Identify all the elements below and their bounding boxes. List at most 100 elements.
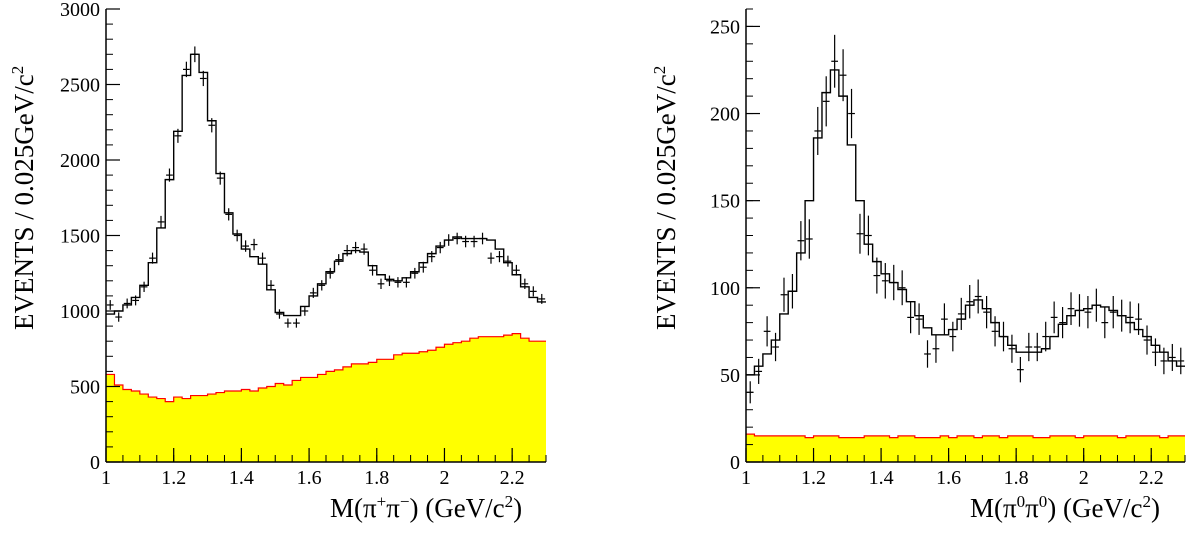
- data-point: [780, 277, 788, 312]
- data-point: [797, 221, 805, 261]
- x-tick-label: 1: [101, 467, 111, 489]
- data-point: [1008, 334, 1016, 363]
- data-point: [301, 306, 309, 316]
- data-point: [242, 240, 249, 252]
- data-point: [1101, 307, 1109, 339]
- y-tick-label: 100: [710, 278, 740, 300]
- x-tick-label: 1.6: [297, 467, 322, 489]
- data-point: [428, 251, 436, 263]
- data-point: [924, 340, 931, 368]
- data-point: [983, 296, 990, 329]
- x-tick-label: 1: [741, 467, 751, 489]
- data-point: [1160, 347, 1168, 375]
- chart-left-svg: 1 1.2 1.4 1.6 1.8 2 2.2 0 500 1000 1500 2000 2500 300…: [60, 0, 547, 489]
- data-point: [1135, 303, 1142, 335]
- data-point: [1092, 288, 1100, 322]
- data-point: [419, 261, 427, 273]
- data-point: [763, 316, 771, 347]
- y-tick-label: 3000: [60, 0, 100, 21]
- data-point: [284, 318, 292, 328]
- y-tick-label: 2500: [60, 75, 100, 97]
- data-point: [504, 255, 512, 267]
- x-tick-label: 1.4: [869, 467, 894, 489]
- data-point: [140, 281, 148, 292]
- data-point: [149, 252, 156, 264]
- data-point: [941, 303, 948, 335]
- data-point: [377, 278, 385, 290]
- data-point: [309, 287, 317, 298]
- data-point: [881, 263, 889, 299]
- x-tick-label: 2.2: [500, 467, 525, 489]
- data-point: [848, 88, 855, 139]
- data-point: [191, 46, 199, 63]
- data-point: [250, 238, 258, 251]
- data-point: [335, 254, 343, 266]
- data-point: [1076, 294, 1083, 327]
- data-point: [132, 295, 139, 306]
- data-point: [1152, 338, 1159, 367]
- data-point: [873, 257, 881, 294]
- data-point: [326, 267, 334, 279]
- x-axis-label: M(π+π−) (GeV/c2): [330, 492, 523, 523]
- data-point: [1059, 307, 1066, 339]
- data-point: [1025, 332, 1033, 362]
- data-point: [1050, 301, 1058, 334]
- data-point: [369, 264, 376, 276]
- data-point: [276, 309, 283, 319]
- data-point: [957, 297, 965, 330]
- data-point: [394, 277, 402, 288]
- data-point: [386, 275, 393, 287]
- x-tick-label: 1.4: [229, 467, 254, 489]
- data-point: [216, 171, 224, 185]
- chart-right: 1 1.2 1.4 1.6 1.8 2 2.2 0 50 100 150 200 250 EVENTS …: [640, 0, 1190, 533]
- background-outline: [746, 433, 1185, 439]
- data-point: [352, 241, 359, 254]
- data-point: [293, 318, 300, 328]
- data-point: [529, 286, 537, 297]
- data-point: [966, 284, 974, 319]
- data-point: [915, 303, 923, 335]
- data-point: [199, 70, 207, 87]
- fit-histogram-line: [106, 53, 546, 317]
- x-tick-label: 2: [1079, 467, 1089, 489]
- data-point: [462, 235, 469, 248]
- data-point: [267, 280, 275, 291]
- data-point: [1177, 347, 1185, 375]
- data-point: [259, 252, 266, 264]
- x-tick-label: 1.6: [936, 467, 961, 489]
- background-histogram: [106, 333, 546, 462]
- data-point: [445, 234, 453, 246]
- data-point: [166, 168, 173, 182]
- fit-histogram-line: [746, 69, 1185, 376]
- x-tick-label: 1.8: [1004, 467, 1029, 489]
- y-tick-label: 0: [730, 452, 740, 474]
- data-point: [513, 264, 520, 276]
- x-tick-label: 2.2: [1139, 467, 1164, 489]
- y-tick-label: 150: [710, 191, 740, 213]
- data-point: [865, 215, 872, 256]
- y-tick-label: 1000: [60, 301, 100, 323]
- data-point: [805, 219, 813, 259]
- data-point: [831, 34, 839, 88]
- data-point: [183, 61, 190, 78]
- background-histogram: [746, 433, 1185, 462]
- data-point: [789, 274, 796, 309]
- data-points: [746, 34, 1185, 404]
- data-point: [1000, 321, 1007, 352]
- data-point: [436, 241, 444, 254]
- y-tick-label: 1500: [60, 226, 100, 248]
- data-point: [932, 334, 940, 363]
- y-axis-label: EVENTS / 0.025GeV/c2: [8, 65, 39, 330]
- data-point: [521, 278, 529, 290]
- data-point: [106, 300, 114, 310]
- data-point: [772, 332, 779, 362]
- data-point: [115, 312, 123, 322]
- y-tick-label: 50: [720, 365, 740, 387]
- data-point: [123, 298, 131, 309]
- background-outline: [106, 333, 546, 403]
- data-point: [991, 316, 999, 347]
- data-point: [898, 270, 906, 306]
- y-tick-label: 250: [710, 16, 740, 38]
- y-tick-label: 0: [90, 452, 100, 474]
- y-tick-label: 500: [70, 377, 100, 399]
